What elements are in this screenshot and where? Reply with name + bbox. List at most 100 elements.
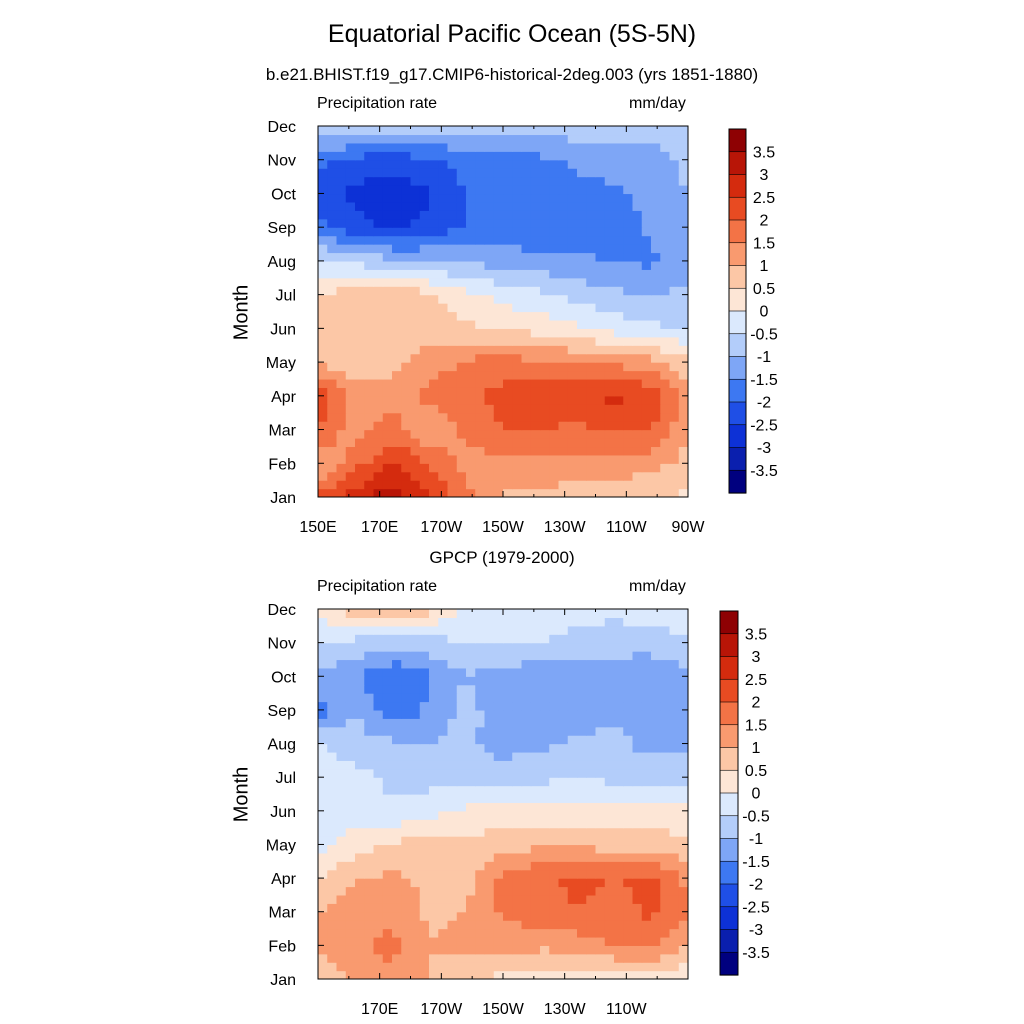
heatmap-cell: [678, 454, 688, 464]
heatmap-cell: [540, 625, 550, 635]
heatmap-cell: [503, 726, 513, 736]
heatmap-cell: [392, 718, 402, 728]
heatmap-cell: [669, 168, 680, 178]
heatmap-cell: [503, 777, 513, 787]
heatmap-cell: [530, 244, 541, 254]
heatmap-cell: [651, 651, 661, 661]
heatmap-cell: [318, 244, 328, 254]
heatmap-cell: [336, 480, 347, 490]
heatmap-cell: [327, 886, 338, 896]
heatmap-cell: [512, 311, 523, 321]
heatmap-cell: [336, 751, 347, 761]
heatmap-cell: [632, 743, 643, 753]
heatmap-cell: [475, 218, 486, 228]
heatmap-cell: [651, 911, 661, 921]
heatmap-cell: [540, 718, 550, 728]
heatmap-cell: [336, 819, 347, 829]
heatmap-cell: [660, 810, 671, 820]
heatmap-cell: [549, 126, 560, 136]
heatmap-cell: [392, 928, 402, 938]
heatmap-cell: [521, 336, 532, 346]
heatmap-cell: [392, 471, 402, 481]
heatmap-cell: [503, 244, 513, 254]
heatmap-cell: [549, 311, 560, 321]
heatmap-cell: [456, 269, 467, 279]
panel-1-cells: [318, 126, 688, 497]
heatmap-cell: [632, 970, 643, 979]
heatmap-cell: [355, 227, 365, 237]
heatmap-cell: [595, 802, 606, 812]
heatmap-cell: [678, 726, 688, 736]
heatmap-cell: [660, 735, 671, 745]
heatmap-cell: [327, 185, 338, 195]
heatmap-cell: [318, 802, 328, 812]
heatmap-cell: [521, 911, 532, 921]
heatmap-cell: [604, 936, 615, 946]
heatmap-cell: [466, 134, 476, 144]
heatmap-cell: [401, 446, 412, 456]
heatmap-cell: [475, 235, 486, 245]
heatmap-cell: [419, 151, 430, 161]
heatmap-cell: [484, 336, 495, 346]
heatmap-cell: [641, 269, 652, 279]
heatmap-cell: [669, 743, 680, 753]
heatmap-cell: [429, 404, 439, 414]
heatmap-cell: [345, 429, 356, 439]
heatmap-cell: [382, 617, 393, 627]
heatmap-cell: [623, 387, 634, 397]
heatmap-cell: [382, 252, 393, 262]
heatmap-cell: [678, 709, 688, 719]
heatmap-cell: [549, 928, 560, 938]
heatmap-cell: [660, 176, 671, 186]
heatmap-cell: [438, 185, 449, 195]
heatmap-cell: [466, 785, 476, 795]
heatmap-cell: [484, 235, 495, 245]
heatmap-cell: [503, 617, 513, 627]
heatmap-cell: [410, 676, 421, 686]
heatmap-cell: [512, 802, 523, 812]
heatmap-cell: [660, 336, 671, 346]
heatmap-cell: [651, 286, 661, 296]
heatmap-cell: [549, 684, 560, 694]
heatmap-cell: [558, 269, 569, 279]
heatmap-cell: [567, 852, 578, 862]
heatmap-cell: [401, 227, 412, 237]
heatmap-cell: [466, 269, 476, 279]
heatmap-cell: [632, 911, 643, 921]
heatmap-cell: [438, 945, 449, 955]
heatmap-cell: [623, 454, 634, 464]
heatmap-cell: [530, 168, 541, 178]
heatmap-cell: [604, 819, 615, 829]
heatmap-cell: [355, 235, 365, 245]
heatmap-cell: [641, 760, 652, 770]
heatmap-cell: [623, 928, 634, 938]
heatmap-cell: [466, 437, 476, 448]
heatmap-cell: [530, 412, 541, 422]
heatmap-cell: [345, 886, 356, 896]
heatmap-cell: [493, 378, 504, 388]
heatmap-cell: [632, 362, 643, 372]
colorbar-swatch: [719, 769, 739, 794]
heatmap-cell: [318, 480, 328, 490]
heatmap-cell: [364, 920, 375, 930]
heatmap-cell: [447, 684, 458, 694]
heatmap-cell: [327, 810, 338, 820]
heatmap-cell: [345, 684, 356, 694]
heatmap-cell: [521, 244, 532, 254]
heatmap-cell: [623, 311, 634, 321]
heatmap-cell: [447, 446, 458, 456]
colorbar-swatch: [719, 701, 739, 726]
heatmap-cell: [336, 794, 347, 804]
heatmap-cell: [641, 159, 652, 169]
heatmap-cell: [549, 802, 560, 812]
heatmap-cell: [336, 878, 347, 888]
heatmap-cell: [336, 726, 347, 736]
heatmap-cell: [530, 911, 541, 921]
heatmap-cell: [318, 185, 328, 195]
heatmap-cell: [401, 903, 412, 913]
heatmap-cell: [558, 953, 569, 963]
heatmap-cell: [512, 962, 523, 972]
heatmap-cell: [327, 718, 338, 728]
heatmap-cell: [614, 777, 624, 787]
colorbar-2: 3.532.521.510.50-0.5-1-1.5-2-2.5-3-3.5: [719, 610, 770, 976]
